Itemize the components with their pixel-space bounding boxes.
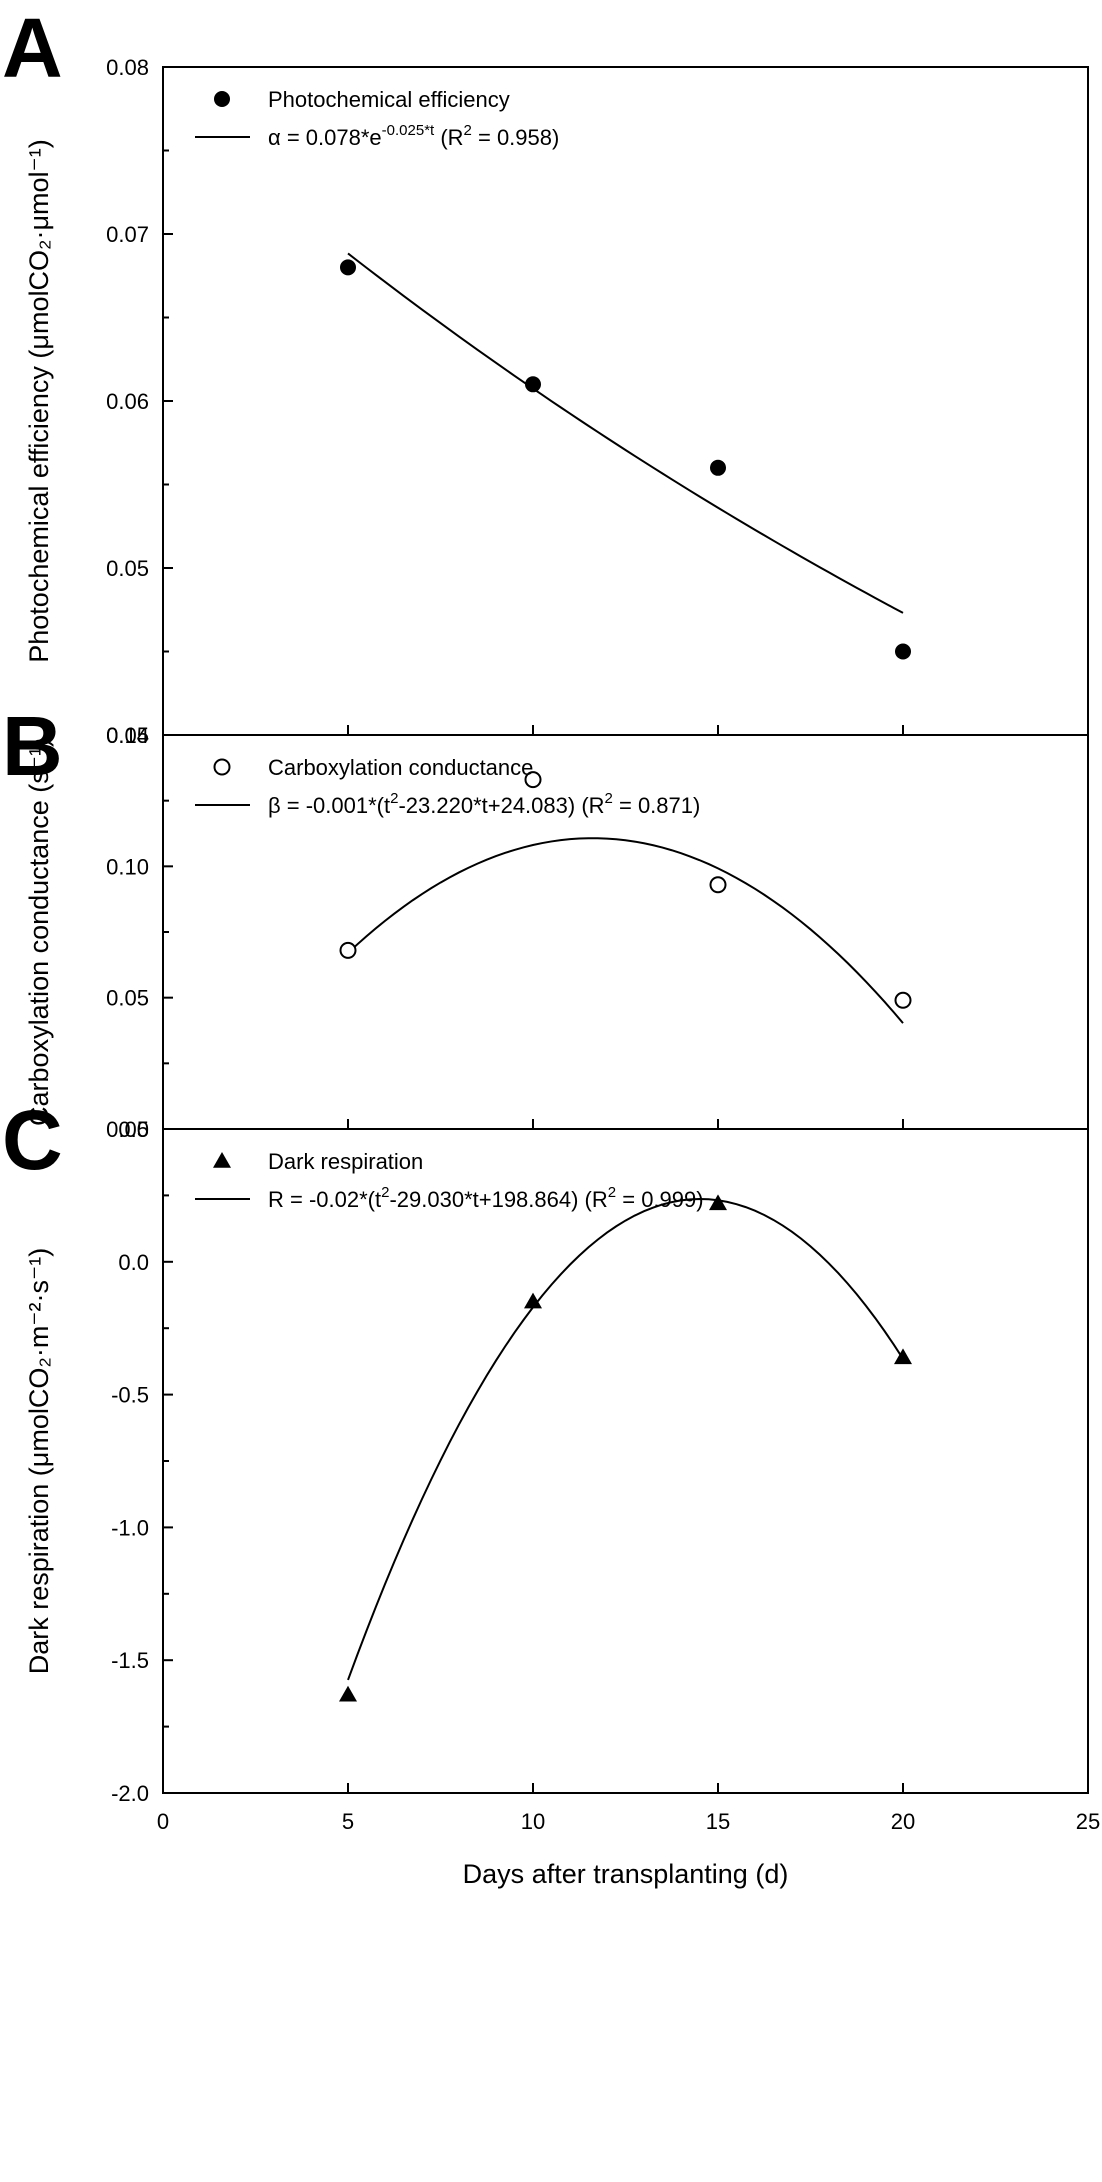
- panel-C-legend-fit-label: R = -0.02*(t2-29.030*t+198.864) (R2 = 0.…: [268, 1184, 704, 1212]
- panel-C: -2.0 -1.5 -1.0 -0.5 0.0 0.5 Dark respiration (…: [2, 1093, 1089, 1806]
- panel-A: 0.04 0.05 0.06 0.07 0.08 Photochemical effici…: [2, 1, 1089, 748]
- panel-A-ylabel: Photochemical efficiency (μmolCO₂·μmol⁻¹…: [24, 139, 54, 662]
- panel-A-frame: [162, 66, 1089, 736]
- x-axis-title: Days after transplanting (d): [463, 1859, 789, 1889]
- panel-A-data-point: [895, 643, 911, 660]
- panel-C-ylabel: Dark respiration (μmolCO₂·m⁻²·s⁻¹): [24, 1248, 54, 1675]
- panel-A-legend-fit-fit_sup: -0.025*t: [382, 122, 435, 139]
- x-tick-label: 10: [521, 1809, 545, 1834]
- panel-C-legend-marker: [213, 1152, 231, 1168]
- panel-A-legend-fit-fit_end: = 0.958): [472, 125, 559, 150]
- panel-B-ytick-label: 0.05: [106, 986, 149, 1011]
- panel-A-data-point: [340, 259, 356, 276]
- panel-B-ylabel: Carboxylation conductance (s⁻¹): [24, 738, 54, 1126]
- panel-A-legend-fit-fit_post: (R: [434, 125, 463, 150]
- panel-A-legend-fit-fit_sup2: 2: [464, 122, 472, 139]
- panel-C-legend-fit-fit_end: = 0.999): [616, 1187, 703, 1212]
- panel-A-ytick-label: 0.05: [106, 556, 149, 581]
- panel-A-data-point: [710, 459, 726, 476]
- panel-C-legend-fit-fit_sup2: 2: [608, 1184, 616, 1201]
- panel-C-legend-point-label: Dark respiration: [268, 1149, 423, 1174]
- panel-C-data-point: [524, 1292, 542, 1309]
- panel-B-legend-fit-fit_end: = 0.871): [613, 793, 700, 818]
- panel-C-letter: C: [2, 1093, 63, 1187]
- panel-B-data-point: [709, 876, 727, 894]
- panel-C-data-point: [709, 1194, 727, 1211]
- panel-B-legend-fit-fit_post: -23.220*t+24.083) (R: [398, 793, 604, 818]
- panel-C-ytick-label: -1.5: [111, 1648, 149, 1673]
- panel-C-fit-curve: [347, 1198, 904, 1681]
- panel-B-legend-fit-fit_sup2: 2: [605, 790, 613, 807]
- panel-A-fit-curve: [347, 252, 904, 614]
- panel-A-ytick-label: 0.06: [106, 389, 149, 414]
- panel-A-legend-marker: [214, 91, 230, 107]
- panel-A-ytick-label: 0.04: [106, 723, 149, 748]
- panel-B: 0.00 0.05 0.10 0.15 Carboxylation conductanc…: [2, 699, 1089, 1142]
- panel-C-ytick-label: 0.5: [118, 1117, 149, 1142]
- x-tick-label: 5: [342, 1809, 354, 1834]
- panel-A-ytick-label: 0.07: [106, 222, 149, 247]
- panel-A-legend-fit-label: α = 0.078*e-0.025*t (R2 = 0.958): [268, 122, 559, 150]
- panel-B-letter: B: [2, 699, 63, 793]
- x-tick-label: 20: [891, 1809, 915, 1834]
- panel-C-legend-fit-fit_pre: R = -0.02*(t: [268, 1187, 381, 1212]
- panel-B-legend-fit-label: β = -0.001*(t2-23.220*t+24.083) (R2 = 0.…: [268, 790, 700, 818]
- panel-C-ytick-label: -0.5: [111, 1383, 149, 1408]
- panels-root: 0.04 0.05 0.06 0.07 0.08 Photochemical effici…: [2, 1, 1089, 1806]
- panel-C-legend-fit-fit_post: -29.030*t+198.864) (R: [389, 1187, 607, 1212]
- panel-A-legend-fit-fit_pre: α = 0.078*e: [268, 125, 382, 150]
- panel-C-frame: [162, 1128, 1089, 1794]
- panel-C-data-point: [339, 1685, 357, 1702]
- panel-A-legend: Photochemical efficiency α = 0.078*e-0.02…: [195, 87, 559, 150]
- panel-A-letter: A: [2, 1, 63, 95]
- panel-C-ytick-label: -1.0: [111, 1515, 149, 1540]
- panel-B-data-point: [524, 771, 542, 789]
- panel-C-ytick-label: -2.0: [111, 1781, 149, 1806]
- panel-A-legend-point-label: Photochemical efficiency: [268, 87, 510, 112]
- panel-B-legend-fit-fit_pre: β = -0.001*(t: [268, 793, 390, 818]
- panel-C-legend-fit-fit_sup: 2: [381, 1184, 389, 1201]
- x-tick-label: 15: [706, 1809, 730, 1834]
- panel-B-data-point: [894, 991, 912, 1009]
- panel-B-ytick-label: 0.10: [106, 854, 149, 879]
- panel-B-ytick-label: 0.00: [106, 1117, 149, 1142]
- panel-B-ytick-label: 0.15: [106, 723, 149, 748]
- shared-x-axis: Days after transplanting (d) 0 5 10 15 20 25: [157, 1809, 1100, 1889]
- panel-A-data-point: [525, 376, 541, 393]
- panel-C-data-point: [894, 1348, 912, 1365]
- x-tick-label: 0: [157, 1809, 169, 1834]
- panel-B-legend-fit-fit_sup: 2: [390, 790, 398, 807]
- panel-B-legend-marker: [213, 758, 231, 776]
- x-tick-label: 25: [1076, 1809, 1100, 1834]
- panel-B-fit-curve: [347, 837, 904, 1024]
- panel-C-ytick-label: 0.0: [118, 1250, 149, 1275]
- panel-A-ytick-label: 0.08: [106, 55, 149, 80]
- panel-B-legend-point-label: Carboxylation conductance: [268, 755, 533, 780]
- panel-B-data-point: [339, 941, 357, 959]
